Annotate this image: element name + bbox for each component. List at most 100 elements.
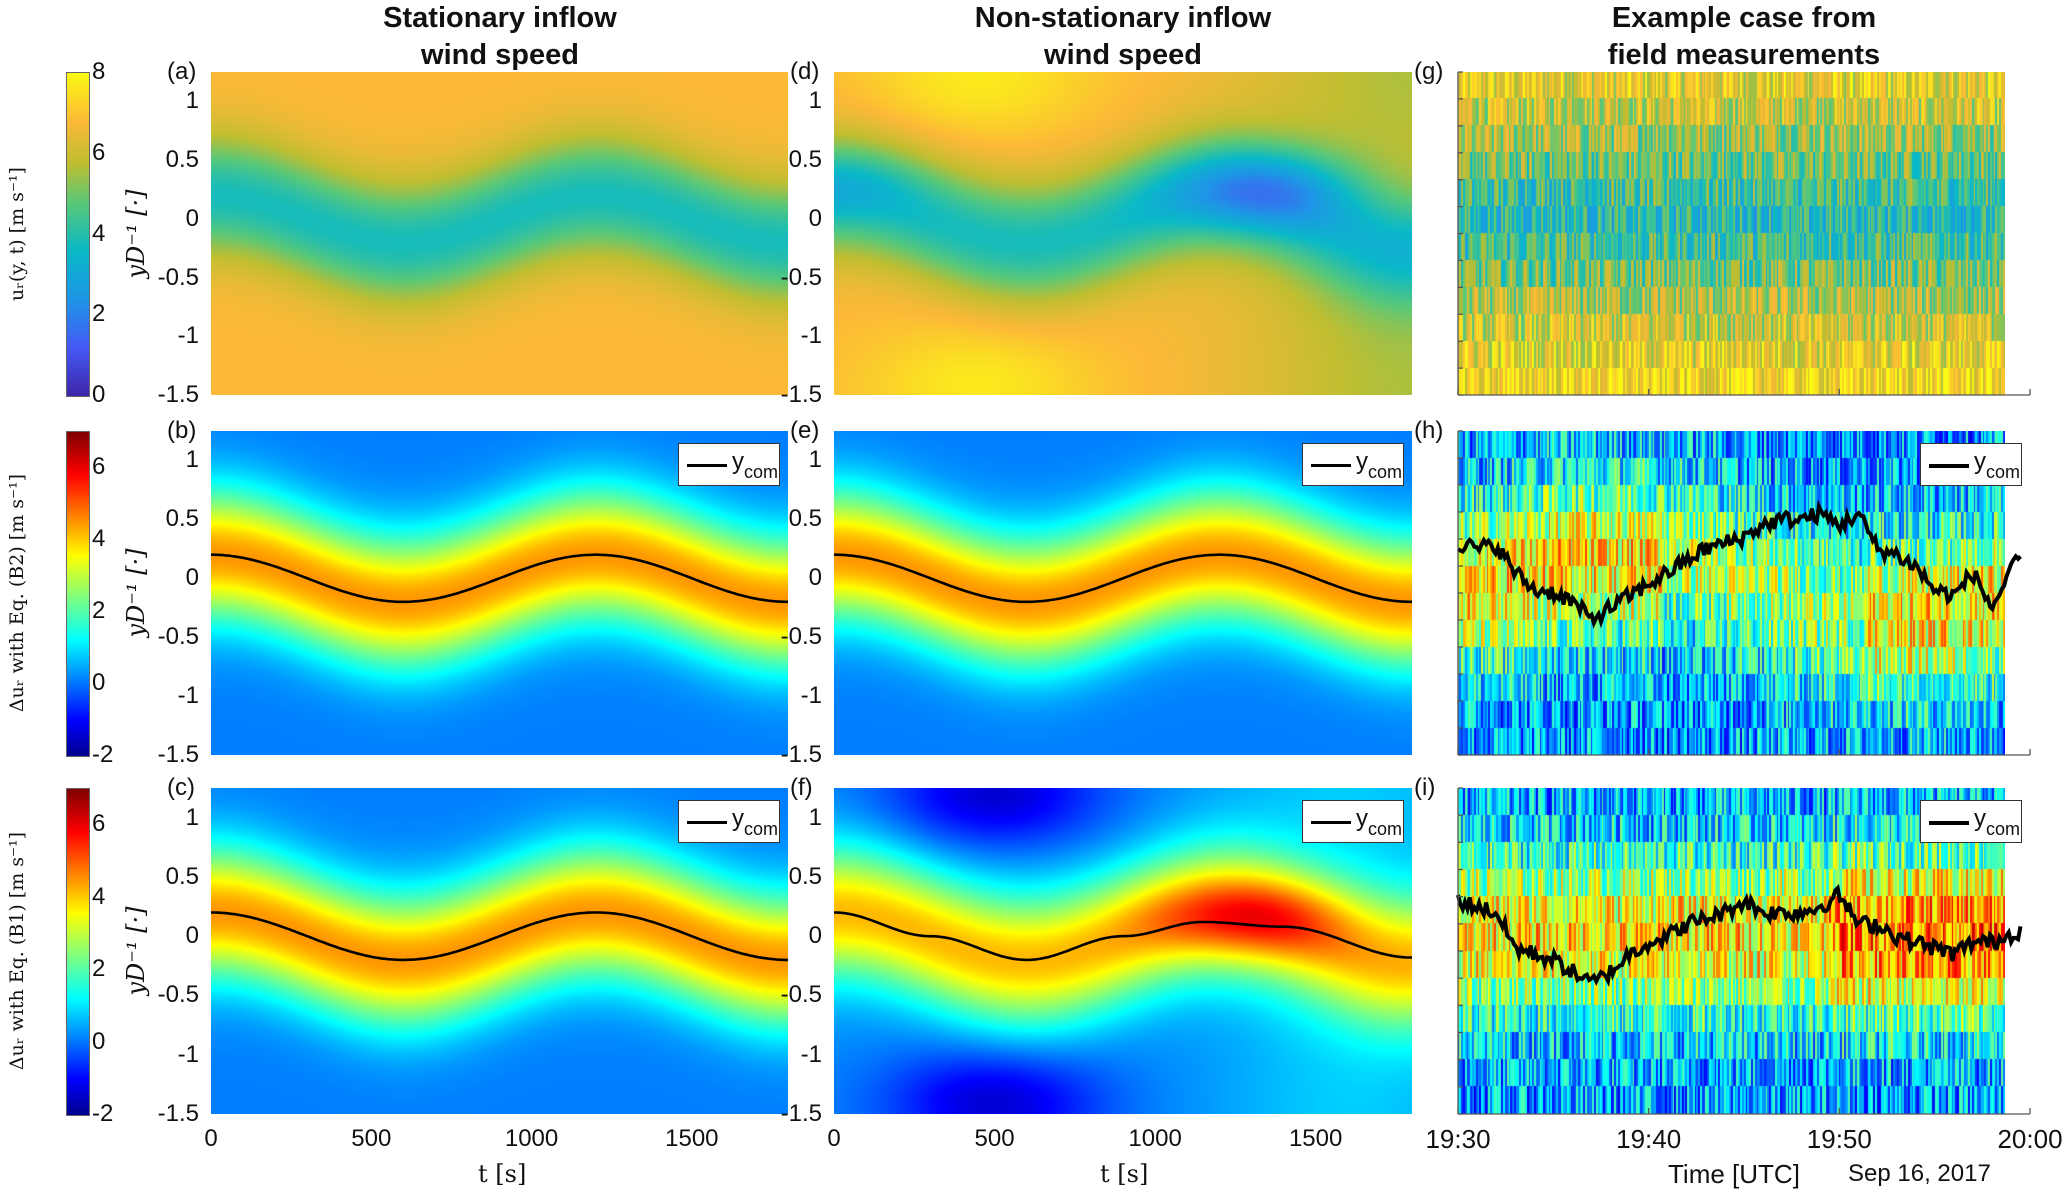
axis-lines-i: [1457, 787, 2031, 1115]
ycom-line-h: [1456, 499, 2022, 629]
legend-label: ycom: [1356, 805, 1402, 839]
colorbar-tick-label: 0: [92, 1027, 106, 1055]
legend-label-main: y: [732, 448, 744, 475]
ycom-line-f: [834, 911, 1412, 962]
legend-c: ycom: [678, 800, 780, 843]
y-tick-label: -1: [800, 322, 822, 350]
x-tick-label: 500: [351, 1125, 392, 1152]
y-tick-label: -0.5: [780, 623, 822, 651]
y-axis-label: yD⁻¹ [·]: [122, 188, 150, 279]
panel-letter-g: (g): [1414, 58, 1444, 85]
ycom-line-e: [834, 553, 1412, 604]
colorbar-3: [66, 788, 90, 1116]
heatmap-g: [1458, 72, 2005, 395]
colorbar-tick-label: 2: [92, 955, 106, 983]
column-title-field: Example case from field measurements: [1464, 0, 2024, 74]
colorbar-tick-label: 0: [92, 669, 106, 696]
y-tick-label: -1: [177, 682, 199, 710]
title-line: wind speed: [1044, 39, 1202, 71]
title-line: Stationary inflow: [383, 2, 617, 34]
y-axis-label: yD⁻¹ [·]: [122, 548, 150, 638]
colorbar-label: Δuᵣ with Eq. (B1) [m s⁻¹]: [6, 831, 28, 1071]
legend-label: ycom: [732, 448, 778, 482]
column-title-stationary: Stationary inflow wind speed: [220, 0, 780, 74]
panel-a[interactable]: [211, 72, 788, 395]
x-tick-label: 500: [974, 1125, 1015, 1152]
y-tick-label: -0.5: [157, 981, 199, 1009]
y-tick-label: 1: [808, 803, 822, 831]
y-tick-label: 0: [185, 204, 199, 232]
plot-overlay-g: [1457, 71, 2031, 396]
colorbar-label: uᵣ(y, t) [m s⁻¹]: [6, 166, 28, 301]
title-line: Non-stationary inflow: [974, 2, 1272, 34]
colorbar-tick-label: -2: [92, 741, 114, 768]
colorbar-tick-label: 8: [92, 58, 106, 85]
panel-g[interactable]: [1457, 71, 2031, 396]
legend-h: ycom: [1920, 443, 2022, 486]
y-tick-label: 1: [185, 446, 199, 474]
panel-h[interactable]: ycom: [1456, 430, 2031, 756]
y-tick-label: 0.5: [165, 862, 199, 890]
heatmap-i: [1458, 788, 2005, 1114]
panel-e[interactable]: ycom: [834, 431, 1412, 755]
panel-letter-e: (e): [790, 417, 820, 444]
y-tick-label: 1: [808, 446, 822, 474]
legend-line-swatch: [1311, 821, 1351, 824]
y-tick-label: -1: [177, 1040, 199, 1068]
y-tick-label: 0.5: [165, 146, 199, 174]
plot-overlay-i: [1456, 787, 2031, 1115]
y-tick-label: 0.5: [788, 505, 822, 533]
x-tick-label: 19:30: [1425, 1124, 1491, 1154]
y-tick-label: 0: [808, 564, 822, 592]
colorbar-tick-label: 6: [92, 810, 106, 838]
legend-label-sub: com: [1368, 462, 1403, 482]
plot-overlay-b: [211, 553, 788, 604]
legend-line-swatch: [687, 821, 727, 824]
panel-letter-a: (a): [167, 58, 197, 85]
legend-line-swatch: [1929, 821, 1969, 825]
x-tick-label: 1500: [665, 1125, 719, 1152]
y-tick-label: -1.5: [157, 741, 199, 768]
colorbar-1: [66, 72, 90, 397]
y-tick-label: 1: [185, 803, 199, 831]
colorbar-tick-label: 6: [92, 453, 106, 480]
y-tick-label: -1: [800, 682, 822, 710]
panel-c[interactable]: ycom: [211, 788, 788, 1114]
x-axis-date: Sep 16, 2017: [1848, 1160, 1991, 1187]
plot-overlay-d: [834, 72, 1412, 395]
panel-i[interactable]: ycom: [1456, 787, 2031, 1115]
colorbar-tick-label: 4: [92, 882, 106, 910]
colorbar-label: Δuᵣ with Eq. (B2) [m s⁻¹]: [6, 473, 28, 713]
legend-line-swatch: [1929, 464, 1969, 468]
legend-label-sub: com: [744, 462, 779, 482]
y-tick-label: 0: [808, 922, 822, 950]
colorbar-tick-label: 6: [92, 138, 106, 166]
panel-b[interactable]: ycom: [211, 431, 788, 755]
panel-letter-c: (c): [167, 774, 195, 801]
panel-letter-f: (f): [790, 774, 813, 801]
panel-letter-i: (i): [1414, 774, 1436, 801]
colorbar-tick-label: 0: [92, 381, 106, 408]
legend-line-swatch: [687, 464, 727, 467]
y-tick-label: -1.5: [157, 381, 199, 408]
y-tick-label: 0.5: [788, 862, 822, 890]
x-tick-label: 20:00: [1997, 1124, 2063, 1154]
plot-overlay-e: [834, 553, 1412, 604]
panel-f[interactable]: ycom: [834, 788, 1412, 1114]
heatmap-d: [834, 72, 1412, 395]
y-axis-label: yD⁻¹ [·]: [122, 906, 150, 996]
ycom-line-b: [211, 553, 788, 604]
colorbar-tick-label: 2: [92, 300, 106, 328]
legend-label-main: y: [1356, 448, 1368, 475]
colorbar-tick-label: 4: [92, 525, 106, 552]
title-line: Example case from: [1611, 2, 1877, 34]
y-tick-label: 1: [808, 87, 822, 115]
plot-overlay-f: [834, 911, 1412, 962]
panel-d[interactable]: [834, 72, 1412, 395]
y-tick-label: 0: [808, 204, 822, 232]
y-tick-label: -1: [177, 322, 199, 350]
heatmap-a: [211, 72, 788, 395]
colorbar-2: [66, 431, 90, 757]
legend-label: ycom: [1974, 448, 2020, 482]
plot-overlay-a: [211, 72, 788, 395]
